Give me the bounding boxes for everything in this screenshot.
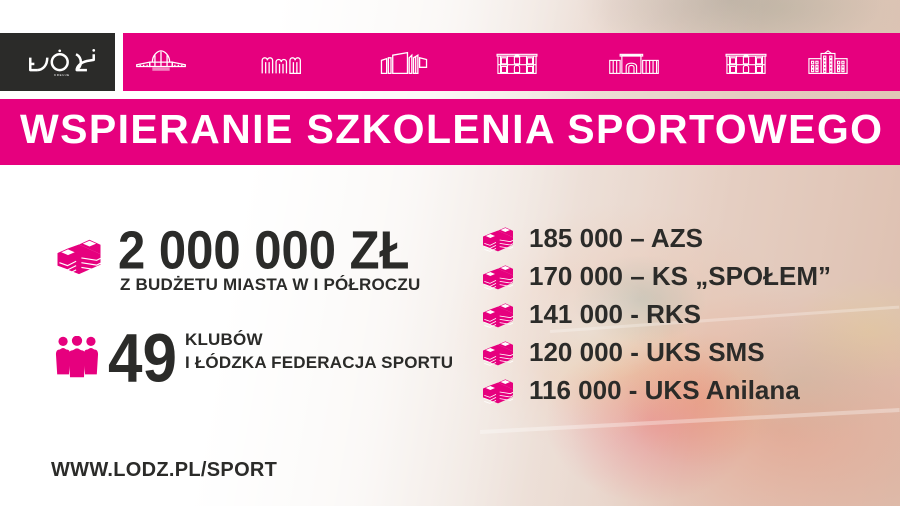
svg-text:KREUJE: KREUJE <box>54 73 70 77</box>
